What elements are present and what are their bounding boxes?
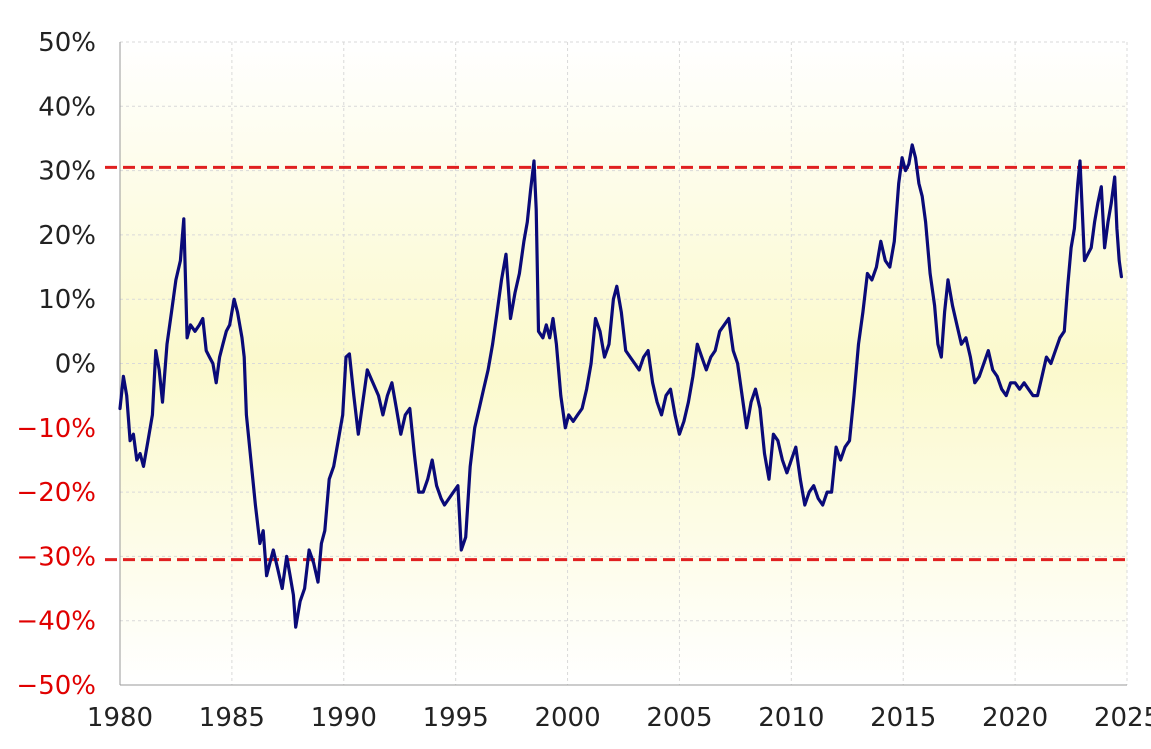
y-tick-label: −10% [16, 414, 96, 444]
y-tick-label: 30% [38, 157, 96, 187]
x-tick-label: 2000 [534, 703, 600, 733]
series [118, 143, 1123, 629]
x-tick-label: 2020 [982, 703, 1048, 733]
x-tick-label: 2005 [646, 703, 712, 733]
y-tick-label: 40% [38, 92, 96, 122]
y-tick-label: −30% [16, 542, 96, 572]
y-tick-label: −40% [16, 607, 96, 637]
x-tick-label: 1995 [423, 703, 489, 733]
y-tick-label: 50% [38, 28, 96, 58]
x-tick-label: 1980 [87, 703, 153, 733]
x-tick-label: 2010 [758, 703, 824, 733]
x-tick-label: 2025 [1094, 703, 1151, 733]
y-tick-label: 0% [55, 350, 96, 380]
y-tick-label: −20% [16, 478, 96, 508]
x-tick-labels: 1980 1985 1990 1995 2000 2005 2010 2015 2020 2025 [87, 703, 1151, 733]
series-line [118, 143, 1123, 629]
y-tick-labels: 50% 40% 30% 20% 10% 0% −10% −20% −30% −40% −50% [16, 28, 96, 701]
x-tick-label: 1990 [311, 703, 377, 733]
y-tick-label: 10% [38, 285, 96, 315]
x-tick-label: 1985 [199, 703, 265, 733]
plot-area [120, 42, 1127, 685]
y-tick-label: −50% [16, 671, 96, 701]
y-tick-label: 20% [38, 221, 96, 251]
axes [119, 42, 1127, 686]
x-tick-label: 2015 [870, 703, 936, 733]
